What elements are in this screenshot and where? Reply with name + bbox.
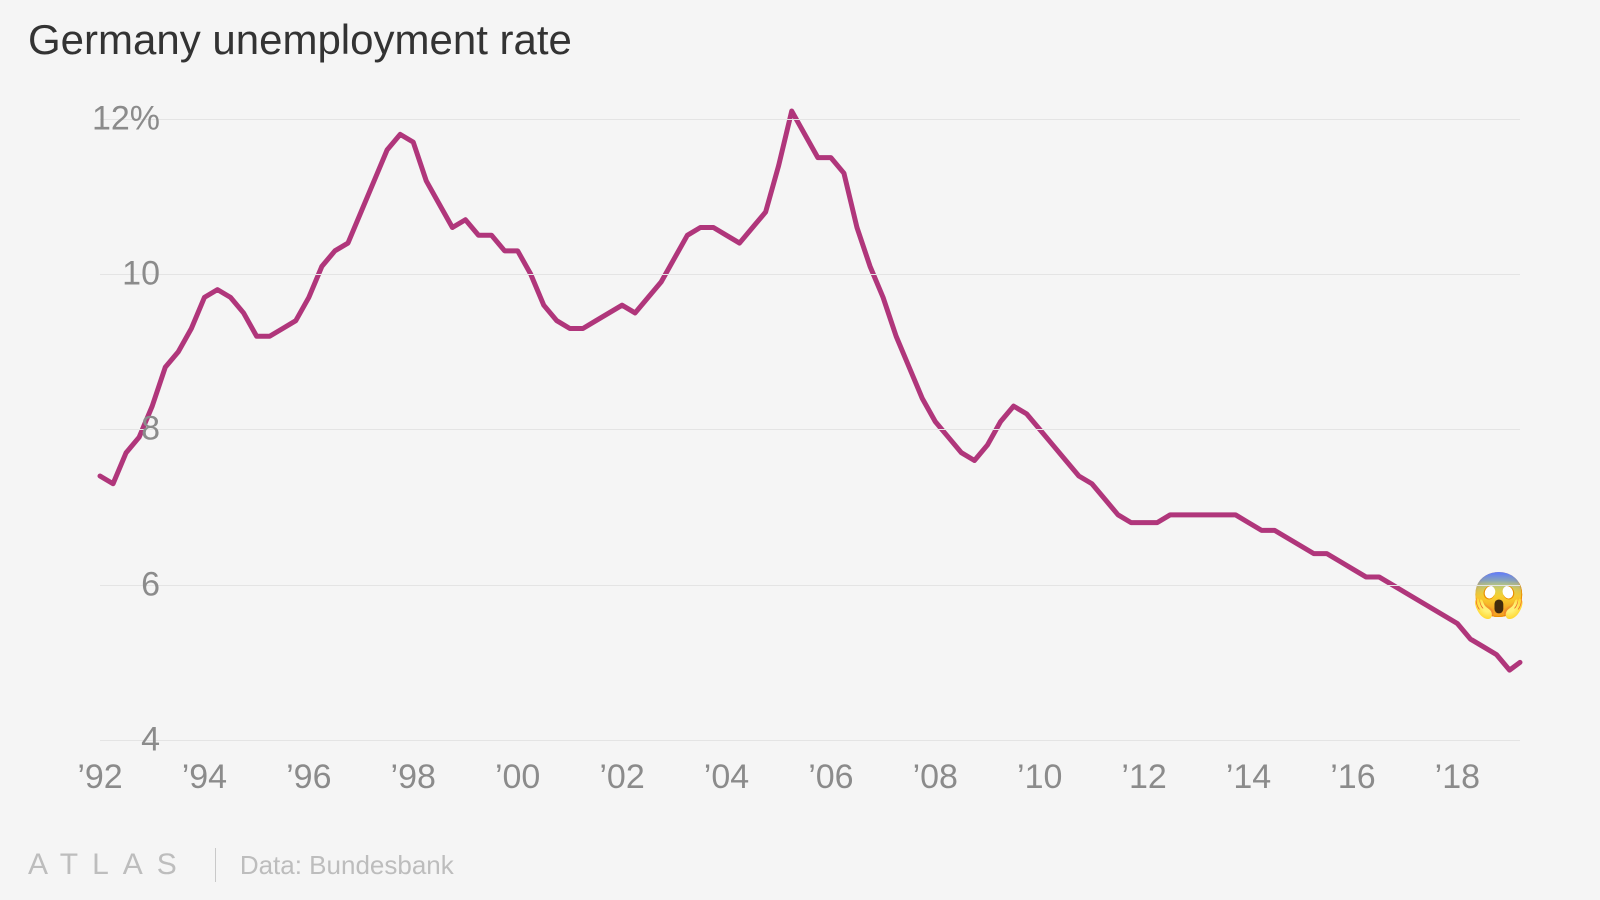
footer-divider <box>215 848 216 882</box>
x-axis-label: ’02 <box>599 758 644 797</box>
x-axis-label: ’98 <box>391 758 436 797</box>
x-axis-label: ’94 <box>182 758 227 797</box>
x-axis-label: ’14 <box>1226 758 1271 797</box>
x-axis-label: ’92 <box>77 758 122 797</box>
y-axis-label: 10 <box>80 255 160 294</box>
x-axis-label: ’16 <box>1330 758 1375 797</box>
x-axis-label: ’00 <box>495 758 540 797</box>
gridline <box>100 585 1520 586</box>
x-axis-label: ’12 <box>1121 758 1166 797</box>
atlas-logo: ATLAS <box>28 848 191 882</box>
x-axis-label: ’08 <box>913 758 958 797</box>
line-series <box>100 80 1520 740</box>
y-axis-label: 8 <box>80 410 160 449</box>
y-axis-label: 6 <box>80 565 160 604</box>
y-axis-label: 4 <box>80 721 160 760</box>
plot-area: 😱 <box>100 80 1520 740</box>
y-axis-label: 12% <box>80 99 160 138</box>
chart-container: Germany unemployment rate 😱 ATLAS Data: … <box>0 0 1600 900</box>
source-label: Data: Bundesbank <box>240 850 454 881</box>
x-axis-label: ’04 <box>704 758 749 797</box>
x-axis-label: ’10 <box>1017 758 1062 797</box>
scream-emoji-annotation: 😱 <box>1472 574 1527 618</box>
x-axis-label: ’18 <box>1435 758 1480 797</box>
chart-footer: ATLAS Data: Bundesbank <box>28 848 454 882</box>
gridline <box>100 274 1520 275</box>
gridline <box>100 119 1520 120</box>
x-axis-label: ’06 <box>808 758 853 797</box>
chart-title: Germany unemployment rate <box>28 16 572 64</box>
x-axis-label: ’96 <box>286 758 331 797</box>
gridline <box>100 429 1520 430</box>
gridline <box>100 740 1520 741</box>
